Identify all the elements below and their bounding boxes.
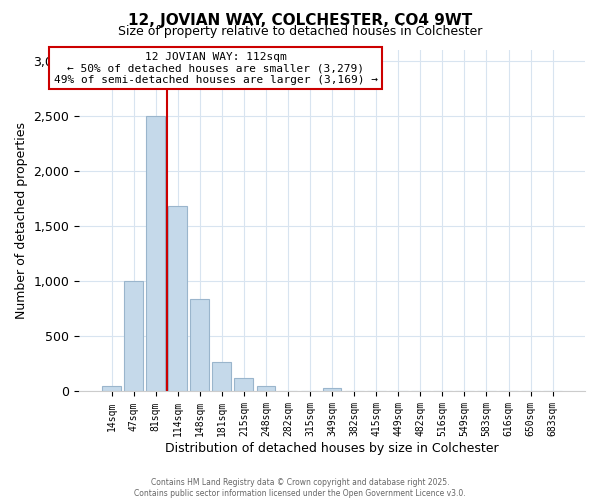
X-axis label: Distribution of detached houses by size in Colchester: Distribution of detached houses by size … xyxy=(165,442,499,455)
Bar xyxy=(278,391,298,392)
Bar xyxy=(102,386,121,392)
Text: Size of property relative to detached houses in Colchester: Size of property relative to detached ho… xyxy=(118,25,482,38)
Bar xyxy=(301,391,319,392)
Y-axis label: Number of detached properties: Number of detached properties xyxy=(15,122,28,319)
Bar xyxy=(169,206,187,392)
Bar xyxy=(323,388,341,392)
Text: 12, JOVIAN WAY, COLCHESTER, CO4 9WT: 12, JOVIAN WAY, COLCHESTER, CO4 9WT xyxy=(128,12,472,28)
Bar xyxy=(257,386,275,392)
Bar xyxy=(212,362,231,392)
Text: 12 JOVIAN WAY: 112sqm
← 50% of detached houses are smaller (3,279)
49% of semi-d: 12 JOVIAN WAY: 112sqm ← 50% of detached … xyxy=(54,52,378,85)
Bar xyxy=(235,378,253,392)
Bar xyxy=(190,299,209,392)
Text: Contains HM Land Registry data © Crown copyright and database right 2025.
Contai: Contains HM Land Registry data © Crown c… xyxy=(134,478,466,498)
Bar xyxy=(146,116,165,392)
Bar xyxy=(345,390,364,392)
Bar xyxy=(124,282,143,392)
